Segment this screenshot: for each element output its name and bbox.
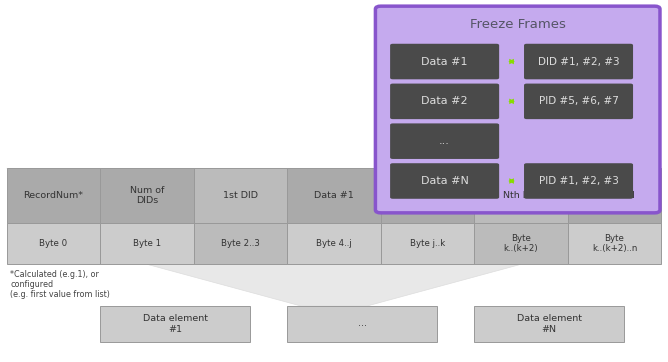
Bar: [568, 223, 661, 264]
Bar: [7, 223, 100, 264]
FancyBboxPatch shape: [390, 44, 499, 79]
Text: Byte 0: Byte 0: [39, 239, 67, 248]
Text: PID #5, #6, #7: PID #5, #6, #7: [538, 96, 619, 106]
Text: ...: ...: [439, 136, 450, 146]
Text: PID #1, #2, #3: PID #1, #2, #3: [538, 176, 619, 186]
Bar: [287, 168, 381, 223]
Text: Byte 4..j: Byte 4..j: [316, 239, 352, 248]
Text: Byte
k..(k+2): Byte k..(k+2): [504, 234, 538, 253]
Text: RecordNum*: RecordNum*: [23, 191, 84, 200]
Text: Byte 1: Byte 1: [133, 239, 161, 248]
Text: ...: ...: [423, 191, 432, 200]
Bar: [194, 223, 287, 264]
Bar: [381, 223, 474, 264]
Text: Data #1: Data #1: [314, 191, 354, 200]
Text: DID #1, #2, #3: DID #1, #2, #3: [538, 56, 619, 67]
FancyBboxPatch shape: [390, 123, 499, 159]
Text: Data #N: Data #N: [421, 176, 468, 186]
Polygon shape: [7, 168, 661, 210]
Text: 1st DID: 1st DID: [223, 191, 258, 200]
Text: Nth DID: Nth DID: [502, 191, 540, 200]
Text: Byte j..k: Byte j..k: [410, 239, 445, 248]
Text: Data element
#N: Data element #N: [516, 314, 582, 334]
FancyBboxPatch shape: [524, 163, 633, 199]
Text: Byte 2..3: Byte 2..3: [221, 239, 260, 248]
Bar: [568, 168, 661, 223]
FancyBboxPatch shape: [524, 44, 633, 79]
Bar: [100, 306, 250, 342]
FancyBboxPatch shape: [390, 84, 499, 119]
FancyBboxPatch shape: [390, 163, 499, 199]
Bar: [7, 168, 100, 223]
Text: Data #N: Data #N: [594, 191, 635, 200]
Bar: [474, 223, 568, 264]
Polygon shape: [147, 264, 521, 306]
Bar: [474, 306, 624, 342]
Bar: [100, 223, 194, 264]
Text: Data element
#1: Data element #1: [142, 314, 208, 334]
Bar: [474, 168, 568, 223]
Text: Byte
k..(k+2)..n: Byte k..(k+2)..n: [592, 234, 637, 253]
Bar: [100, 168, 194, 223]
Text: Data #1: Data #1: [422, 56, 468, 67]
Text: Freeze Frames: Freeze Frames: [470, 18, 566, 31]
Bar: [287, 306, 437, 342]
Text: ...: ...: [357, 320, 367, 328]
FancyBboxPatch shape: [375, 6, 660, 213]
Bar: [194, 168, 287, 223]
Text: Data #2: Data #2: [422, 96, 468, 106]
Text: Num of
DIDs: Num of DIDs: [130, 186, 164, 205]
Bar: [381, 168, 474, 223]
Bar: [287, 223, 381, 264]
FancyBboxPatch shape: [524, 84, 633, 119]
Text: *Calculated (e.g.1), or
configured
(e.g. first value from list): *Calculated (e.g.1), or configured (e.g.…: [10, 270, 110, 299]
